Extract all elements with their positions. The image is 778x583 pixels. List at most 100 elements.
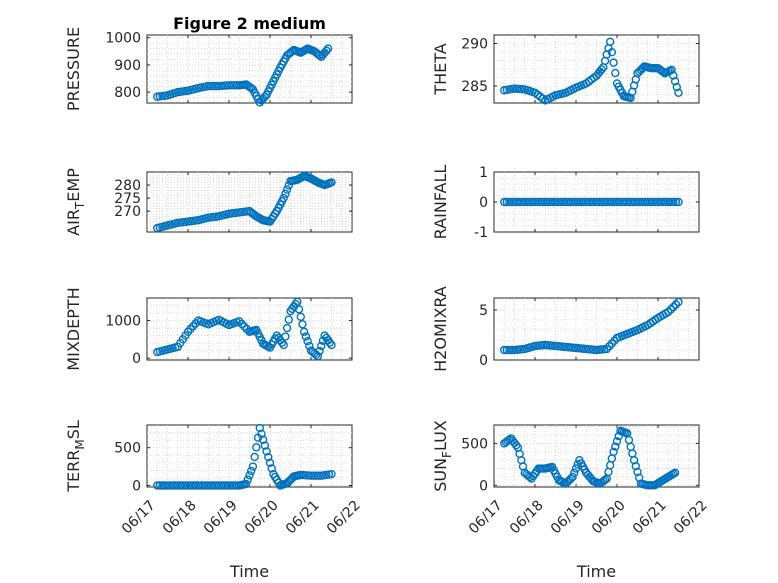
data-point (597, 65, 606, 74)
data-point (507, 345, 517, 355)
data-point (669, 302, 678, 312)
x-tick-label: 06/18 (507, 497, 547, 537)
data-point (260, 441, 270, 450)
y-tick-label: 0 (479, 478, 488, 494)
data-point (313, 352, 323, 361)
data-point (612, 437, 622, 446)
data-point (315, 346, 324, 356)
y-tick-label: 500 (461, 436, 488, 452)
data-point (570, 468, 579, 477)
data-point (568, 472, 577, 482)
data-point (607, 48, 617, 57)
y-tick-label: 280 (114, 178, 141, 194)
data-point (281, 332, 290, 341)
data-point (323, 44, 333, 53)
x-tick-label: 06/17 (466, 497, 506, 537)
x-axis-label: Time (576, 562, 616, 581)
data-point (325, 338, 334, 347)
y-tick-label: 0 (479, 353, 488, 369)
x-tick-label: 06/21 (283, 497, 323, 537)
y-tick-label: 1000 (105, 314, 141, 330)
data-point (611, 442, 620, 451)
data-point (669, 71, 678, 80)
data-point (258, 435, 268, 444)
data-point (211, 81, 221, 91)
data-point (317, 341, 326, 351)
y-axis-label: TERRMSL (64, 420, 87, 493)
y-axis-label: RAINFALL (431, 165, 450, 240)
x-tick-label: 06/19 (201, 497, 241, 537)
y-tick-label: 285 (461, 79, 488, 95)
data-point (299, 327, 309, 337)
data-point (670, 468, 680, 477)
y-axis-label: THETA (431, 43, 450, 95)
data-point (282, 185, 292, 194)
data-point (671, 197, 681, 207)
data-point (666, 305, 676, 314)
data-point (237, 319, 247, 329)
data-point (671, 300, 681, 309)
y-tick-label: 900 (114, 58, 141, 74)
data-point (232, 81, 241, 90)
x-axis-label: Time (229, 562, 269, 581)
data-point (257, 429, 266, 439)
y-tick-label: 500 (114, 441, 141, 457)
data-point (262, 447, 271, 456)
data-point (255, 423, 264, 433)
data-point (629, 455, 639, 465)
data-point (264, 452, 273, 462)
y-tick-label: 290 (461, 37, 488, 53)
data-point (667, 65, 676, 75)
x-tick-label: 06/20 (589, 497, 629, 537)
x-tick-label: 06/21 (630, 497, 670, 537)
subplot-sun: 0 500 SUNFLUX 06/17 06/18 06/19 06/20 06/21 06/2… (431, 420, 711, 581)
data-point (672, 82, 681, 92)
y-tick-label: 1000 (105, 31, 141, 47)
y-tick-label: 800 (114, 85, 141, 101)
data-point (674, 297, 683, 307)
subplot-rainfall: -1 0 1 RAINFALL (431, 165, 700, 241)
y-axis-label: AIRTEMP (64, 168, 87, 236)
data-point (294, 305, 304, 314)
data-point (248, 462, 258, 471)
data-point (250, 452, 259, 462)
y-axis-label: PRESSURE (64, 27, 83, 111)
x-tick-label: 06/19 (548, 497, 588, 537)
data-point (293, 297, 302, 306)
figure-title: Figure 2 medium (173, 14, 326, 33)
y-axis-label: SUNFLUX (431, 420, 454, 492)
data-point (245, 471, 254, 480)
data-point (670, 77, 680, 86)
y-tick-label: 0 (479, 195, 488, 211)
y-tick-label: 270 (114, 204, 141, 220)
data-point (305, 341, 314, 351)
data-point (609, 447, 618, 457)
data-point (243, 475, 252, 484)
data-point (267, 464, 276, 473)
subplot-theta: 285 290 THETA (431, 34, 700, 105)
data-point (605, 37, 615, 46)
data-point (281, 189, 290, 199)
data-point (327, 469, 336, 479)
data-point (311, 471, 321, 480)
y-tick-label: 5 (479, 303, 488, 319)
subplot-pressure: 800 900 1000 PRESSURE Figure 2 medium (64, 14, 353, 111)
x-tick-label: 06/22 (324, 497, 364, 537)
data-point (664, 307, 673, 317)
data-point (322, 46, 331, 55)
y-tick-label: -1 (474, 225, 488, 241)
data-point (327, 340, 336, 350)
data-point (241, 479, 251, 489)
x-tick-label: 06/22 (671, 497, 711, 537)
data-point (279, 340, 288, 350)
data-point (277, 338, 287, 347)
data-point (611, 68, 620, 78)
data-point (235, 317, 244, 326)
y-tick-label: 1 (479, 165, 488, 181)
data-point (609, 58, 618, 67)
data-point (240, 322, 249, 331)
data-point (573, 460, 582, 469)
subplot-h2omixra: 0 5 H2OMIXRA (431, 286, 700, 372)
